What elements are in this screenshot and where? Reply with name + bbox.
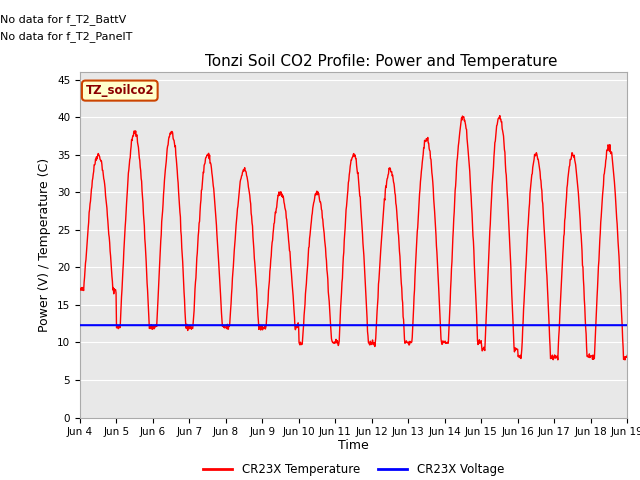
Text: TZ_soilco2: TZ_soilco2 bbox=[86, 84, 154, 97]
X-axis label: Time: Time bbox=[338, 439, 369, 452]
Text: No data for f_T2_BattV: No data for f_T2_BattV bbox=[0, 14, 126, 25]
Y-axis label: Power (V) / Temperature (C): Power (V) / Temperature (C) bbox=[38, 158, 51, 332]
Title: Tonzi Soil CO2 Profile: Power and Temperature: Tonzi Soil CO2 Profile: Power and Temper… bbox=[205, 54, 557, 70]
Text: No data for f_T2_PanelT: No data for f_T2_PanelT bbox=[0, 31, 132, 42]
Legend: CR23X Temperature, CR23X Voltage: CR23X Temperature, CR23X Voltage bbox=[198, 458, 509, 480]
